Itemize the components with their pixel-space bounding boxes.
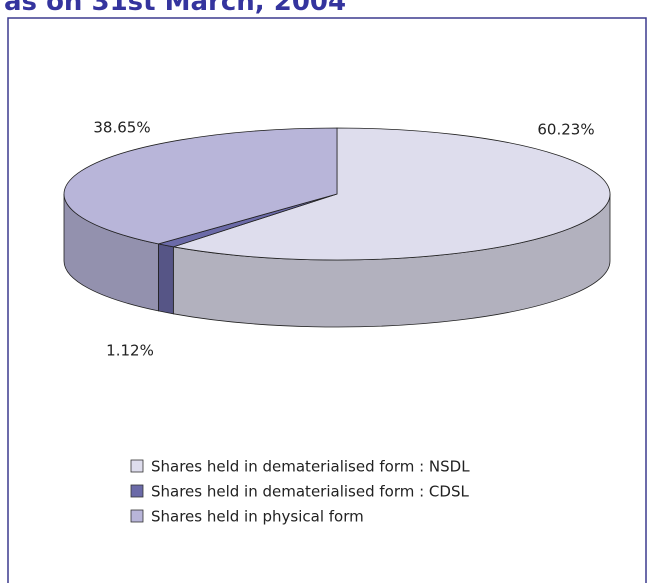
- data-label: 38.65%: [93, 119, 150, 137]
- frame: [7, 17, 647, 583]
- legend-label: Shares held in physical form: [151, 508, 364, 526]
- legend-swatch: [130, 459, 144, 473]
- data-label: 60.23%: [537, 121, 594, 139]
- legend-label: Shares held in dematerialised form : CDS…: [151, 483, 469, 501]
- pie-side: [158, 243, 174, 315]
- legend-label: Shares held in dematerialised form : NSD…: [151, 458, 470, 476]
- pie-slice: [173, 127, 611, 261]
- data-label: 1.12%: [106, 342, 154, 360]
- legend-swatch: [130, 509, 144, 523]
- chart-title: as on 31st March, 2004: [4, 0, 346, 17]
- legend-swatch: [130, 484, 144, 498]
- pie-slice: [63, 127, 338, 245]
